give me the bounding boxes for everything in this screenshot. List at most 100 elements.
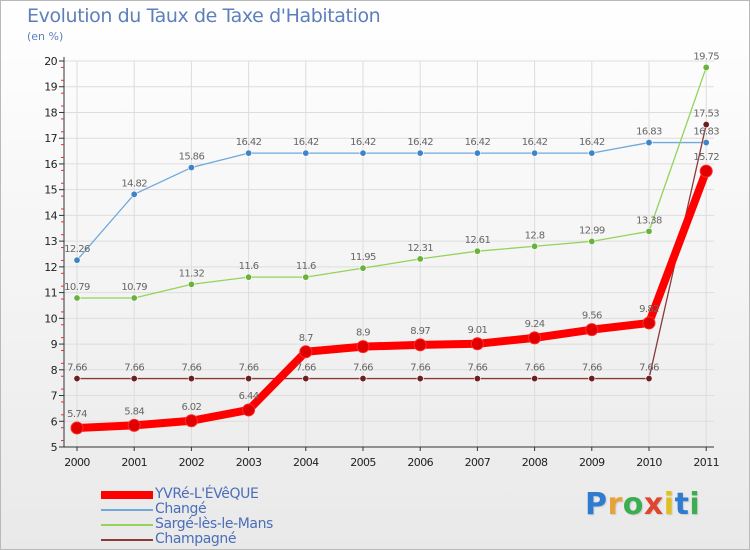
data-label: 6.02 <box>181 402 201 413</box>
data-point <box>588 237 596 245</box>
series-line <box>76 123 707 380</box>
data-label: 5.84 <box>124 406 144 417</box>
data-point <box>130 294 138 302</box>
proxiti-logo: Proxiti <box>585 487 700 522</box>
x-tick-label: 2010 <box>636 456 662 469</box>
data-label: 16.42 <box>407 137 433 148</box>
data-point <box>473 149 481 157</box>
data-point <box>359 149 367 157</box>
legend-label: Champagné <box>155 531 237 547</box>
data-label: 19.75 <box>693 51 719 62</box>
y-tick-label: 16 <box>44 158 57 171</box>
x-tick-label: 2001 <box>121 456 147 469</box>
grid <box>64 60 714 448</box>
x-tick-label: 2000 <box>64 456 90 469</box>
data-label: 16.83 <box>636 127 662 138</box>
data-point <box>73 375 81 383</box>
legend-item: YVRé-L'ÉVêQUE <box>101 486 401 502</box>
data-label: 7.66 <box>239 363 259 374</box>
chart-title: Evolution du Taux de Taxe d'Habitation <box>27 5 381 27</box>
series-2 <box>73 63 710 302</box>
chart-subtitle: (en %) <box>27 30 64 43</box>
data-point <box>187 280 195 288</box>
data-point <box>359 264 367 272</box>
y-tick-label: 6 <box>51 415 58 428</box>
y-tick-label: 12 <box>44 261 57 274</box>
data-point <box>245 149 253 157</box>
x-tick-label: 2002 <box>179 456 205 469</box>
data-point <box>588 375 596 383</box>
x-tick-label: 2008 <box>522 456 548 469</box>
logo-letter: r <box>607 487 623 522</box>
legend-item: Sargé-lès-le-Mans <box>101 516 401 532</box>
data-point <box>359 375 367 383</box>
y-tick-label: 9 <box>51 338 58 351</box>
data-point <box>531 242 539 250</box>
data-point <box>702 121 710 129</box>
data-label: 12.99 <box>579 225 605 236</box>
data-point <box>302 149 310 157</box>
x-tick-label: 2006 <box>407 456 433 469</box>
data-point <box>531 375 539 383</box>
legend-swatch <box>101 509 153 511</box>
data-point <box>73 256 81 264</box>
data-point <box>473 247 481 255</box>
data-point <box>470 337 484 351</box>
data-label: 16.83 <box>693 127 719 138</box>
data-point <box>413 338 427 352</box>
y-tick-label: 11 <box>44 287 57 300</box>
logo-letter: x <box>643 487 664 522</box>
data-label: 16.42 <box>293 137 319 148</box>
series-line <box>76 141 707 261</box>
data-label: 9.01 <box>467 325 487 336</box>
data-point <box>416 255 424 263</box>
data-point <box>130 375 138 383</box>
data-point <box>645 139 653 147</box>
data-label: 12.26 <box>64 244 90 255</box>
data-label: 15.86 <box>179 152 205 163</box>
data-label: 11.95 <box>350 252 376 263</box>
data-label: 14.82 <box>121 178 147 189</box>
legend-label: Sargé-lès-le-Mans <box>155 516 273 532</box>
y-tick-label: 19 <box>44 81 57 94</box>
data-point <box>416 149 424 157</box>
x-tick-label: 2009 <box>579 456 605 469</box>
data-label: 12.31 <box>407 243 433 254</box>
data-point <box>184 414 198 428</box>
data-label: 17.53 <box>693 109 719 120</box>
data-point <box>642 316 656 330</box>
data-point <box>245 375 253 383</box>
y-tick-label: 13 <box>44 235 57 248</box>
data-point <box>473 375 481 383</box>
y-tick-label: 14 <box>44 209 57 222</box>
legend-item: Changé <box>101 501 401 517</box>
x-tick-label: 2007 <box>465 456 491 469</box>
y-tick-label: 15 <box>44 184 57 197</box>
data-label: 7.66 <box>410 363 430 374</box>
data-label: 10.79 <box>121 282 147 293</box>
y-tick-label: 8 <box>51 364 58 377</box>
y-tick-label: 5 <box>51 441 58 454</box>
data-point <box>702 63 710 71</box>
data-label: 7.66 <box>467 363 487 374</box>
data-label: 12.61 <box>465 235 491 246</box>
data-label: 11.6 <box>239 261 259 272</box>
data-label: 8.97 <box>410 326 430 337</box>
data-label: 8.7 <box>299 333 313 344</box>
logo-letter: i <box>663 487 675 522</box>
data-label: 16.42 <box>522 137 548 148</box>
legend-label: YVRé-L'ÉVêQUE <box>155 486 259 502</box>
series-line <box>73 167 711 432</box>
data-point <box>585 323 599 337</box>
data-label: 15.72 <box>693 152 719 163</box>
legend: YVRé-L'ÉVêQUE Changé Sargé-lès-le-Mans Cham… <box>101 486 401 547</box>
data-point <box>130 190 138 198</box>
y-tick-label: 7 <box>51 390 58 403</box>
series-3 <box>73 121 710 383</box>
data-label: 11.32 <box>179 268 205 279</box>
data-label: 10.79 <box>64 282 90 293</box>
data-point <box>528 331 542 345</box>
y-tick-label: 10 <box>44 312 57 325</box>
data-point <box>356 340 370 354</box>
